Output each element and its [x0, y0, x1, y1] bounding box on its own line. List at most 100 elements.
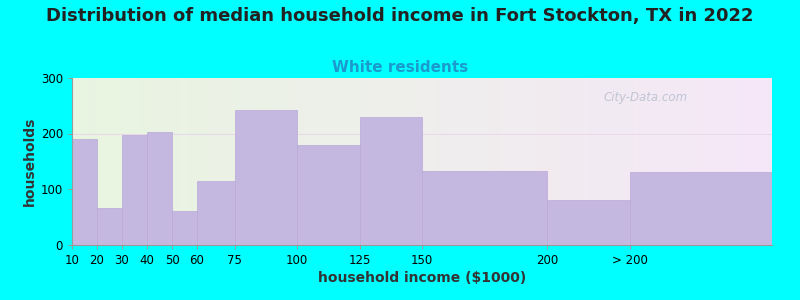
Bar — [652, 78, 654, 244]
Bar — [441, 78, 444, 244]
Bar — [630, 172, 772, 244]
Bar — [74, 78, 78, 244]
Bar — [745, 78, 747, 244]
Bar — [403, 78, 406, 244]
Bar — [502, 78, 504, 244]
Bar — [209, 78, 211, 244]
Bar — [197, 181, 234, 244]
Bar — [460, 78, 463, 244]
Bar — [539, 78, 542, 244]
Bar — [296, 78, 299, 244]
Bar — [348, 78, 351, 244]
Bar — [458, 78, 460, 244]
Bar — [384, 78, 386, 244]
Bar — [334, 78, 338, 244]
Bar — [135, 78, 138, 244]
Bar — [485, 78, 488, 244]
Bar — [132, 78, 135, 244]
Bar — [610, 78, 614, 244]
Bar — [147, 132, 172, 244]
Bar — [99, 78, 102, 244]
Bar — [277, 78, 280, 244]
Bar — [332, 78, 334, 244]
Bar — [230, 78, 234, 244]
Bar — [290, 78, 294, 244]
Bar — [280, 78, 282, 244]
Bar — [406, 78, 408, 244]
Bar — [542, 78, 545, 244]
Bar — [274, 78, 277, 244]
Bar — [578, 78, 581, 244]
Bar — [739, 78, 742, 244]
Bar — [529, 78, 531, 244]
Bar — [518, 78, 521, 244]
Bar — [755, 78, 758, 244]
Bar — [154, 78, 157, 244]
Bar — [602, 78, 606, 244]
Bar — [537, 78, 539, 244]
Bar — [375, 78, 378, 244]
Bar — [365, 78, 367, 244]
Bar — [97, 208, 122, 244]
Bar — [162, 78, 165, 244]
Bar — [78, 78, 80, 244]
Bar — [706, 78, 709, 244]
Bar — [654, 78, 657, 244]
Bar — [354, 78, 356, 244]
Bar — [297, 145, 359, 244]
Bar — [753, 78, 755, 244]
Bar — [666, 78, 668, 244]
Bar — [282, 78, 286, 244]
Bar — [761, 78, 764, 244]
Bar — [253, 78, 255, 244]
Bar — [302, 78, 305, 244]
Bar — [140, 78, 143, 244]
Bar — [496, 78, 498, 244]
Bar — [698, 78, 701, 244]
Bar — [234, 78, 236, 244]
Bar — [471, 78, 474, 244]
Bar — [286, 78, 288, 244]
Bar — [608, 78, 610, 244]
Bar — [217, 78, 220, 244]
Bar — [718, 78, 720, 244]
Bar — [272, 78, 274, 244]
Bar — [414, 78, 417, 244]
Bar — [392, 78, 394, 244]
Bar — [714, 78, 718, 244]
Bar — [589, 78, 591, 244]
Bar — [211, 78, 214, 244]
Bar — [616, 78, 619, 244]
Bar — [315, 78, 318, 244]
Bar — [570, 78, 572, 244]
Bar — [80, 78, 83, 244]
Bar — [479, 78, 482, 244]
Bar — [556, 78, 558, 244]
Bar — [373, 78, 375, 244]
Bar — [693, 78, 695, 244]
Bar — [178, 78, 182, 244]
Bar — [452, 78, 455, 244]
Bar — [523, 78, 526, 244]
Bar — [408, 78, 411, 244]
Bar — [510, 78, 512, 244]
Bar — [704, 78, 706, 244]
Bar — [764, 78, 766, 244]
Bar — [419, 78, 422, 244]
Bar — [122, 135, 147, 244]
Bar — [346, 78, 348, 244]
Bar — [351, 78, 354, 244]
Bar — [107, 78, 110, 244]
Bar — [313, 78, 315, 244]
Bar — [342, 78, 346, 244]
Bar — [359, 78, 362, 244]
Bar — [422, 78, 425, 244]
Bar — [255, 78, 258, 244]
Bar — [198, 78, 201, 244]
Bar — [635, 78, 638, 244]
Bar — [558, 78, 562, 244]
Bar — [323, 78, 326, 244]
Bar — [567, 78, 570, 244]
Bar — [682, 78, 685, 244]
Bar — [182, 78, 184, 244]
